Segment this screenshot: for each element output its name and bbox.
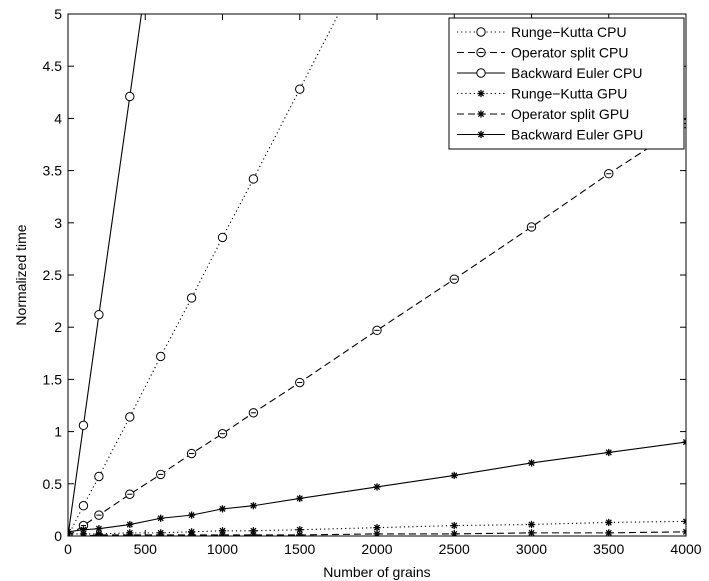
- data-point: [295, 84, 305, 94]
- x-tick-label: 1000: [207, 541, 238, 557]
- series-line: [68, 531, 686, 536]
- series-group: [68, 118, 686, 536]
- x-axis-label: Number of grains: [323, 564, 430, 580]
- y-tick-label: 3.5: [43, 163, 63, 179]
- legend-entry: Backward Euler CPU: [511, 65, 643, 81]
- y-tick-label: 3: [54, 215, 62, 231]
- data-point: [157, 531, 165, 536]
- legend: Runge−Kutta CPU Operator split CPU Backwar…: [448, 17, 685, 150]
- legend-entry: Runge−Kutta GPU: [511, 86, 627, 102]
- x-tick-label: 2500: [439, 541, 470, 557]
- y-tick-label: 2.5: [43, 267, 63, 283]
- data-point: [126, 520, 134, 529]
- data-point: [682, 528, 686, 536]
- x-tick-label: 0: [64, 541, 72, 557]
- data-point: [682, 517, 686, 525]
- data-point: [249, 502, 257, 510]
- data-point: [186, 293, 197, 303]
- ticks-layer: 0 500 1000 1500 2000 2500 3000 3500 4000 0 0.5 1 1.5…: [43, 6, 702, 557]
- y-tick-label: 5: [54, 6, 62, 22]
- data-point: [79, 532, 88, 536]
- x-tick-label: 500: [134, 541, 158, 557]
- x-tick-label: 3500: [593, 541, 624, 557]
- x-tick-label: 4000: [670, 541, 701, 557]
- y-tick-label: 4.5: [43, 58, 63, 74]
- legend-entry: Runge−Kutta CPU: [511, 24, 627, 40]
- data-point: [157, 514, 165, 522]
- y-tick-label: 1: [54, 424, 62, 440]
- data-point: [296, 494, 304, 503]
- y-tick-label: 0: [54, 528, 62, 544]
- data-point: [95, 531, 103, 536]
- legend-entry: Operator split CPU: [511, 45, 628, 61]
- series-layer: [68, 0, 686, 536]
- data-point: [476, 27, 486, 37]
- legend-entry: Backward Euler GPU: [511, 127, 643, 143]
- data-point: [218, 505, 227, 513]
- data-point: [248, 174, 259, 184]
- data-point: [188, 511, 196, 519]
- data-point: [94, 309, 104, 320]
- legend-entry: Operator split GPU: [511, 106, 629, 122]
- data-point: [373, 483, 381, 491]
- y-tick-label: 2: [54, 319, 62, 335]
- data-point: [450, 521, 458, 530]
- data-point: [94, 471, 104, 482]
- x-tick-label: 1500: [284, 541, 315, 557]
- data-point: [605, 448, 613, 457]
- data-point: [125, 91, 135, 102]
- series-group: [68, 528, 686, 536]
- data-point: [68, 528, 72, 536]
- y-axis-label: Normalized time: [13, 224, 29, 325]
- y-tick-label: 0.5: [43, 476, 63, 492]
- data-point: [79, 526, 88, 534]
- x-tick-label: 3000: [516, 541, 547, 557]
- data-point: [342, 0, 350, 4]
- series-line: [68, 14, 340, 536]
- data-point: [527, 520, 536, 529]
- data-point: [95, 525, 103, 533]
- data-point: [78, 501, 89, 511]
- data-point: [527, 459, 536, 467]
- data-point: [126, 531, 134, 536]
- series-line: [68, 123, 686, 536]
- data-point: [476, 68, 486, 78]
- legend-box: [448, 17, 685, 150]
- data-point: [477, 130, 485, 139]
- y-tick-label: 1.5: [43, 371, 63, 387]
- data-point: [188, 531, 196, 536]
- data-point: [217, 232, 228, 243]
- data-point: [477, 110, 485, 118]
- data-point: [156, 351, 166, 362]
- data-point: [477, 89, 485, 98]
- data-point: [125, 412, 135, 422]
- x-tick-label: 2000: [361, 541, 392, 557]
- data-point: [605, 518, 613, 527]
- data-point: [682, 438, 686, 446]
- data-point: [249, 531, 257, 536]
- series-line: [68, 441, 686, 533]
- series-group: [68, 438, 686, 536]
- series-group: [68, 0, 350, 536]
- y-tick-label: 4: [54, 110, 62, 126]
- data-point: [450, 471, 458, 480]
- data-point: [78, 420, 89, 431]
